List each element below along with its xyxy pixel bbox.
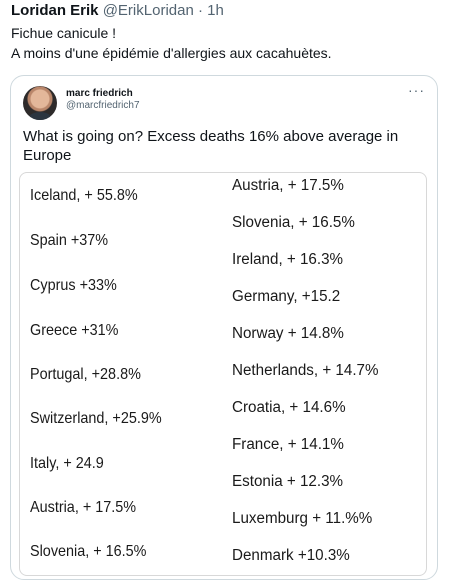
country-right: Luxemburg + 11.%% xyxy=(232,510,373,527)
country-right: Croatia, + 14.6% xyxy=(232,399,346,416)
country-right: Netherlands, + 14.7% xyxy=(232,362,379,379)
country-left: Greece +31% xyxy=(30,322,119,339)
tweet-time[interactable]: 1h xyxy=(207,2,224,19)
excess-deaths-image[interactable]: Iceland, + 55.8% Spain +37% Cyprus +33% … xyxy=(19,172,427,576)
country-right: Ireland, + 16.3% xyxy=(232,251,344,268)
country-right: Austria, + 17.5% xyxy=(232,177,344,194)
country-right: Estonia + 12.3% xyxy=(232,473,344,490)
header-separator: · xyxy=(197,2,203,19)
more-dots-icon[interactable]: ··· xyxy=(408,82,425,98)
country-right: France, + 14.1% xyxy=(232,436,344,453)
author-handle[interactable]: @ErikLoridan xyxy=(102,2,194,19)
tweet-header: Loridan Erik @ErikLoridan · 1h xyxy=(11,2,224,19)
tweet-text: Fichue canicule ! A moins d'une épidémie… xyxy=(11,23,332,63)
country-left: Portugal, +28.8% xyxy=(30,366,141,383)
country-left: Iceland, + 55.8% xyxy=(30,187,138,204)
tweet-text-line: Fichue canicule ! xyxy=(11,25,117,41)
quoted-tweet[interactable]: marc friedrich @marcfriedrich7 ··· What … xyxy=(10,75,438,580)
country-right: Denmark +10.3% xyxy=(232,547,350,564)
country-left: Spain +37% xyxy=(30,232,109,249)
country-right: Germany, +15.2 xyxy=(232,288,341,305)
quoted-avatar[interactable] xyxy=(23,86,57,120)
country-left: Switzerland, +25.9% xyxy=(30,410,162,427)
author-name[interactable]: Loridan Erik xyxy=(11,2,99,19)
tweet-text-line: A moins d'une épidémie d'allergies aux c… xyxy=(11,45,332,61)
country-right: Norway + 14.8% xyxy=(232,325,344,342)
quoted-author-name[interactable]: marc friedrich xyxy=(66,88,133,99)
country-left: Slovenia, + 16.5% xyxy=(30,543,147,560)
quoted-text: What is going on? Excess deaths 16% abov… xyxy=(23,128,399,164)
country-left: Austria, + 17.5% xyxy=(30,499,137,516)
country-left: Italy, + 24.9 xyxy=(30,455,104,472)
quoted-author-handle[interactable]: @marcfriedrich7 xyxy=(66,100,140,111)
country-right: Slovenia, + 16.5% xyxy=(232,214,355,231)
country-left: Cyprus +33% xyxy=(30,277,117,294)
